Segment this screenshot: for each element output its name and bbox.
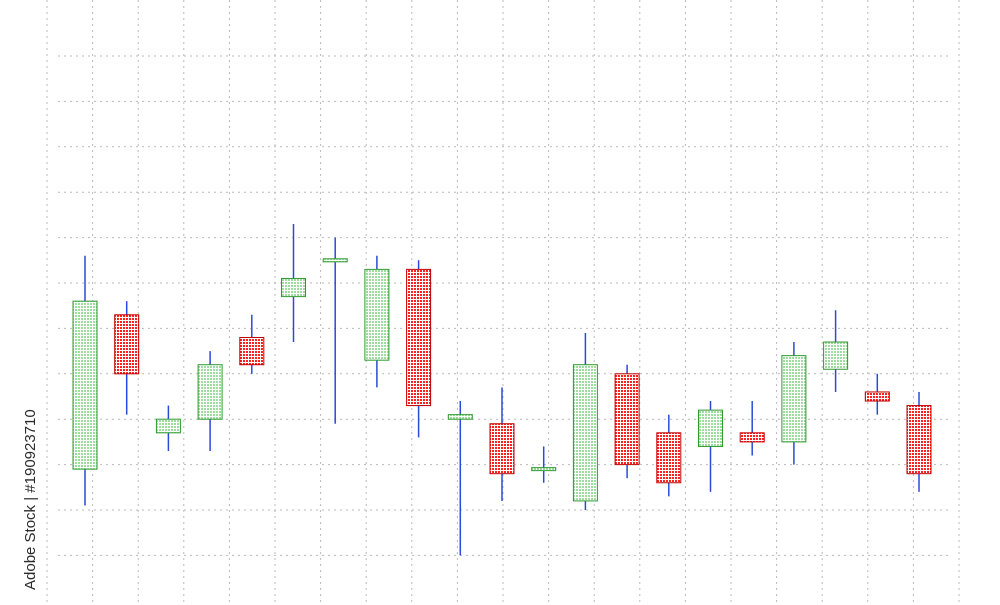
candle bbox=[656, 414, 682, 497]
candle-body-bullish bbox=[447, 414, 473, 420]
candle bbox=[114, 301, 140, 415]
candle-body-bullish bbox=[322, 258, 348, 263]
candle-body-bearish bbox=[656, 432, 682, 484]
candle bbox=[906, 391, 932, 492]
candle-body-bearish bbox=[239, 336, 265, 366]
candle bbox=[572, 332, 598, 510]
candle-body-bullish bbox=[823, 341, 849, 370]
candle bbox=[781, 342, 807, 465]
candle bbox=[281, 223, 306, 343]
candle-body-bearish bbox=[906, 405, 932, 475]
candle bbox=[447, 401, 473, 556]
candle bbox=[239, 314, 265, 374]
candle bbox=[698, 401, 723, 492]
candle bbox=[823, 310, 849, 392]
candle-body-bearish bbox=[864, 391, 890, 402]
candle bbox=[739, 401, 765, 456]
candle-body-bearish bbox=[114, 314, 140, 375]
candle-body-bullish bbox=[72, 300, 98, 470]
candle bbox=[489, 387, 515, 501]
candle bbox=[322, 237, 348, 424]
candle bbox=[364, 255, 390, 388]
candles-group bbox=[72, 223, 932, 556]
candle bbox=[197, 351, 223, 451]
candle-body-bullish bbox=[155, 418, 181, 434]
candle-body-bullish bbox=[281, 277, 306, 298]
candle bbox=[531, 446, 557, 483]
candle-body-bullish bbox=[698, 409, 723, 447]
candle bbox=[864, 373, 890, 415]
candle-body-bearish bbox=[489, 423, 515, 475]
candle-body-bullish bbox=[197, 364, 223, 420]
candle-body-bullish bbox=[364, 268, 390, 361]
watermark-side-text: Adobe Stock | #190923710 bbox=[22, 409, 39, 590]
chart-grid bbox=[46, 0, 960, 605]
candle bbox=[155, 405, 181, 451]
candle bbox=[406, 260, 432, 438]
candle-body-bearish bbox=[739, 432, 765, 443]
candle-body-bullish bbox=[781, 355, 807, 443]
candle-body-bullish bbox=[531, 467, 557, 472]
candle-body-bullish bbox=[572, 364, 598, 502]
candle-body-bearish bbox=[406, 268, 432, 407]
candle bbox=[72, 255, 98, 506]
candle bbox=[614, 364, 640, 479]
candle-body-bearish bbox=[614, 373, 640, 466]
